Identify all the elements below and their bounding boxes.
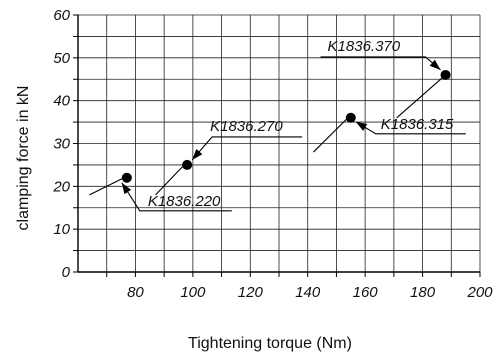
x-tick-label: 120 bbox=[238, 284, 264, 301]
grid bbox=[78, 14, 481, 272]
data-series bbox=[89, 69, 451, 196]
y-tick-label: 60 bbox=[53, 7, 70, 24]
point-label: K1836.270 bbox=[210, 118, 283, 135]
annotation-arrowhead bbox=[429, 59, 441, 70]
annotation-leader bbox=[121, 182, 232, 212]
x-tick-label: 140 bbox=[295, 284, 321, 301]
y-tick-label: 50 bbox=[53, 50, 70, 67]
data-point bbox=[345, 112, 356, 123]
axes: 80 100 120 140 160 180 200 0 10 20 30 40 50 60 bbox=[52, 7, 493, 301]
data-point bbox=[440, 69, 451, 80]
annotation-leader bbox=[191, 136, 303, 161]
data-point bbox=[182, 159, 193, 170]
x-axis-title: Tightening torque (Nm) bbox=[188, 335, 352, 352]
point-label: K1836.370 bbox=[328, 38, 401, 55]
y-tick-label: 10 bbox=[53, 221, 70, 238]
x-tick-label: 180 bbox=[410, 284, 436, 301]
data-point bbox=[121, 172, 132, 183]
point-label: K1836.220 bbox=[148, 193, 221, 210]
x-tick-label: 160 bbox=[353, 284, 379, 301]
y-tick-label: 20 bbox=[52, 178, 70, 195]
point-label: K1836.315 bbox=[381, 116, 454, 133]
y-tick-label: 40 bbox=[53, 93, 70, 110]
trend-line bbox=[89, 177, 125, 196]
trend-line bbox=[155, 164, 185, 196]
trend-line bbox=[313, 117, 349, 153]
x-tick-label: 100 bbox=[180, 284, 206, 301]
annotations: K1836.220 K1836.270 K1836.315 K1836.370 bbox=[121, 38, 466, 212]
annotation-arrowhead bbox=[355, 121, 368, 131]
annotation-arrowhead bbox=[192, 148, 203, 160]
annotation-arrowhead bbox=[121, 182, 132, 195]
x-tick-label: 200 bbox=[466, 284, 493, 301]
y-tick-label: 30 bbox=[53, 136, 70, 153]
trend-line bbox=[396, 74, 446, 119]
x-tick-label: 80 bbox=[127, 284, 144, 301]
y-axis-title: clamping force in kN bbox=[15, 86, 32, 231]
y-tick-label: 0 bbox=[62, 264, 71, 281]
